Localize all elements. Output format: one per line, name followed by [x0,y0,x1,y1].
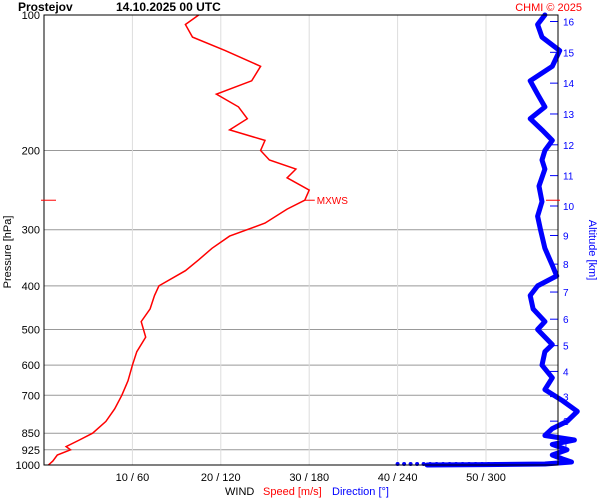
altitude-tick-label: 10 [563,202,575,213]
altitude-tick-label: 14 [563,79,575,90]
pressure-tick-label: 300 [22,225,40,237]
maxws-label: MXWS [317,196,348,207]
maxws-marker: MXWS [41,196,560,207]
pressure-tick-label: 700 [22,390,40,402]
wind-tick-label: 10 / 60 [116,472,150,484]
altitude-tick-label: 2 [563,417,569,428]
altitude-tick-label: 11 [563,172,574,183]
direction-line [424,12,580,468]
pressure-tick-label: 200 [22,145,40,157]
wind-tick-label: 20 / 120 [201,472,241,484]
pressure-axis-label: Pressure [hPa] [2,216,14,289]
datetime-title: 14.10.2025 00 UTC [116,0,221,14]
speed-line [47,14,311,466]
altitude-tick-label: 6 [563,315,569,326]
wind-tick-label: 40 / 240 [378,472,418,484]
speed-label: Speed [m/s] [263,486,322,498]
speed-series [47,14,311,466]
altitude-tick-label: 4 [563,367,569,378]
wind-tick-label: 30 / 180 [289,472,329,484]
altitude-tick-label: 16 [563,17,575,28]
pressure-tick-label: 400 [22,281,40,293]
altitude-tick-label: 7 [563,288,569,299]
altitude-tick-label: 15 [563,48,575,59]
altitude-tick-label: 5 [563,342,569,353]
altitude-tick-label: 8 [563,260,569,271]
wind-axis: 10 / 60 20 / 120 30 / 180 40 / 240 50 / 300 [116,472,506,484]
wind-label: WIND [225,486,254,498]
credit-label: CHMI © 2025 [515,2,582,14]
pressure-axis: 100 200 300 400 500 600 700 850 925 1000 [16,10,40,472]
altitude-tick-label: 3 [563,393,569,404]
pressure-tick-label: 1000 [16,460,40,472]
wind-tick-label: 50 / 300 [466,472,506,484]
altitude-axis-label: Altitude [km] [586,220,598,281]
pressure-tick-label: 925 [22,445,40,457]
altitude-tick-label: 12 [563,141,575,152]
pressure-tick-label: 600 [22,360,40,372]
direction-label: Direction [°] [332,486,389,498]
altitude-tick-label: 1 [563,441,569,452]
station-title: Prostejov [18,0,73,14]
altitude-tick-label: 9 [563,231,569,242]
pressure-tick-label: 500 [22,325,40,337]
pressure-tick-label: 850 [22,428,40,440]
plot-frame [43,14,559,466]
pressure-tick-label: 100 [22,10,40,22]
altitude-tick-label: 13 [563,110,575,121]
grid [44,15,558,465]
